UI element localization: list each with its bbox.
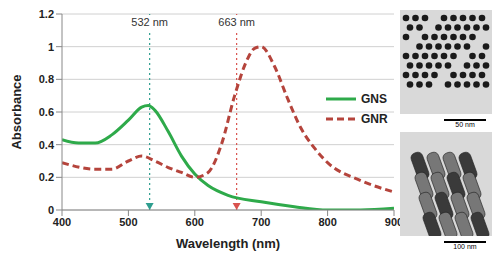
svg-text:532 nm: 532 nm (131, 16, 168, 28)
svg-text:50 nm: 50 nm (455, 121, 475, 128)
svg-text:0.2: 0.2 (39, 171, 54, 183)
svg-text:1: 1 (48, 41, 54, 53)
svg-text:663 nm: 663 nm (218, 16, 255, 28)
svg-text:Wavelength (nm): Wavelength (nm) (176, 236, 280, 251)
html-text:GNR: GNR (361, 112, 388, 126)
svg-text:500: 500 (119, 216, 137, 228)
svg-text:900: 900 (385, 216, 400, 228)
svg-text:1.2: 1.2 (39, 8, 54, 20)
svg-text:600: 600 (186, 216, 204, 228)
svg-text:100 nm: 100 nm (453, 243, 477, 250)
svg-text:0.8: 0.8 (39, 73, 54, 85)
svg-text:0: 0 (48, 204, 54, 216)
svg-text:0.6: 0.6 (39, 106, 54, 118)
svg-text:0.4: 0.4 (39, 139, 55, 151)
svg-text:800: 800 (318, 216, 336, 228)
html-text:GNS: GNS (361, 92, 387, 106)
svg-text:Absorbance: Absorbance (9, 74, 24, 149)
svg-text:400: 400 (53, 216, 71, 228)
svg-text:700: 700 (252, 216, 270, 228)
